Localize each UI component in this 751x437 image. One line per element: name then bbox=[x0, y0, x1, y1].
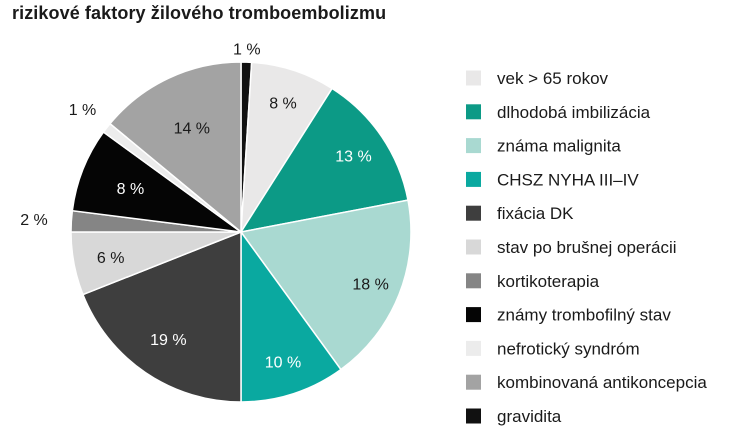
legend-label: CHSZ NYHA III–IV bbox=[497, 170, 639, 189]
slice-value-label: 8 % bbox=[269, 96, 297, 113]
slice-value-label: 6 % bbox=[97, 250, 125, 267]
slice-value-label: 18 % bbox=[352, 276, 388, 293]
pie-slice-znama-malignita bbox=[239, 199, 412, 371]
slice-value-label: 1 % bbox=[233, 42, 261, 59]
legend-label: nefrotický syndróm bbox=[497, 339, 640, 358]
legend-label: dlhodobá imbilizácia bbox=[497, 103, 651, 122]
legend-item: nefrotický syndróm bbox=[466, 339, 640, 358]
slice-value-label: 1 % bbox=[69, 102, 97, 119]
legend-item: známy trombofilný stav bbox=[466, 306, 671, 325]
slice-value-label: 8 % bbox=[117, 181, 145, 198]
legend-label: stav po brušnej operácii bbox=[497, 238, 677, 257]
pie-slice-kombinovana-antikoncepcia bbox=[108, 61, 242, 234]
legend-swatch bbox=[466, 205, 481, 221]
chart-title: rizikové faktory žilového tromboembolizm… bbox=[12, 3, 387, 23]
pie-slice-chsz-nyha-iii-iv bbox=[240, 229, 342, 403]
legend-label: gravidita bbox=[497, 407, 562, 426]
slice-value-label: 13 % bbox=[335, 149, 371, 166]
legend-item: vek > 65 rokov bbox=[466, 69, 609, 88]
legend-label: fixácia DK bbox=[497, 204, 574, 223]
legend-label: vek > 65 rokov bbox=[497, 69, 609, 88]
legend-swatch bbox=[466, 307, 481, 323]
legend-item: CHSZ NYHA III–IV bbox=[466, 170, 639, 189]
pie-slice-dlhodoba-imbilizacia bbox=[239, 87, 409, 234]
legend-item: stav po brušnej operácii bbox=[466, 238, 677, 257]
pie-slice-fixacia-dk bbox=[81, 230, 242, 403]
legend-swatch bbox=[466, 273, 481, 289]
legend-item: gravidita bbox=[466, 407, 562, 426]
legend-item: kombinovaná antikoncepcia bbox=[466, 373, 707, 392]
legend-swatch bbox=[466, 239, 481, 255]
legend-item: kortikoterapia bbox=[466, 272, 600, 291]
legend-swatch bbox=[466, 171, 481, 187]
legend-swatch bbox=[466, 408, 481, 424]
legend-swatch bbox=[466, 374, 481, 390]
legend-swatch bbox=[466, 340, 481, 356]
legend-label: kombinovaná antikoncepcia bbox=[497, 373, 707, 392]
legend-item: dlhodobá imbilizácia bbox=[466, 103, 651, 122]
slice-value-label: 19 % bbox=[150, 332, 186, 349]
legend-item: známa malignita bbox=[466, 137, 621, 156]
legend-swatch bbox=[466, 138, 481, 154]
slice-value-label: 14 % bbox=[174, 120, 210, 137]
legend-label: kortikoterapia bbox=[497, 272, 600, 291]
legend-label: známy trombofilný stav bbox=[497, 306, 671, 325]
legend-swatch bbox=[466, 104, 481, 120]
legend-label: známa malignita bbox=[497, 137, 621, 156]
legend-swatch bbox=[466, 70, 481, 86]
legend-item: fixácia DK bbox=[466, 204, 574, 223]
slice-value-label: 2 % bbox=[20, 212, 48, 229]
slice-value-label: 10 % bbox=[265, 354, 301, 371]
